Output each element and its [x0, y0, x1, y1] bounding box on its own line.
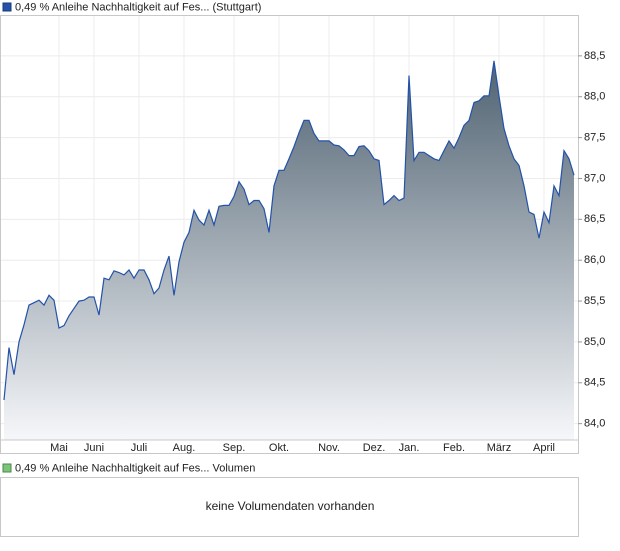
y-tick-label: 85,5: [584, 295, 605, 307]
x-tick-label: Aug.: [173, 442, 196, 454]
x-tick-label: Juni: [84, 442, 104, 454]
x-tick-label: Juli: [131, 442, 148, 454]
legend-label: 0,49 % Anleihe Nachhaltigkeit auf Fes...…: [15, 462, 255, 474]
y-tick-label: 84,0: [584, 418, 605, 430]
x-tick-label: Dez.: [363, 442, 386, 454]
y-tick-label: 88,0: [584, 91, 605, 103]
y-tick-label: 87,0: [584, 172, 605, 184]
area-fill: [4, 60, 574, 441]
volume-panel: [0, 477, 579, 537]
price-line: [3, 60, 575, 401]
x-tick-label: Jan.: [399, 442, 420, 454]
legend-swatch: [2, 463, 12, 473]
legend-swatch: [2, 2, 12, 12]
x-tick-label: April: [533, 442, 555, 454]
y-tick-label: 85,0: [584, 336, 605, 348]
y-tick-label: 84,5: [584, 377, 605, 389]
x-tick-label: Okt.: [269, 442, 289, 454]
y-tick-label: 86,5: [584, 213, 605, 225]
x-tick-label: Mai: [50, 442, 68, 454]
legend-label: 0,49 % Anleihe Nachhaltigkeit auf Fes...…: [15, 1, 261, 13]
y-tick-label: 86,0: [584, 254, 605, 266]
x-tick-label: März: [487, 442, 511, 454]
y-tick-label: 88,5: [584, 50, 605, 62]
x-tick-label: Feb.: [443, 442, 465, 454]
y-tick-label: 87,5: [584, 132, 605, 144]
x-tick-label: Nov.: [318, 442, 340, 454]
x-tick-label: Sep.: [223, 442, 246, 454]
no-data-message: keine Volumendaten vorhanden: [206, 499, 375, 513]
